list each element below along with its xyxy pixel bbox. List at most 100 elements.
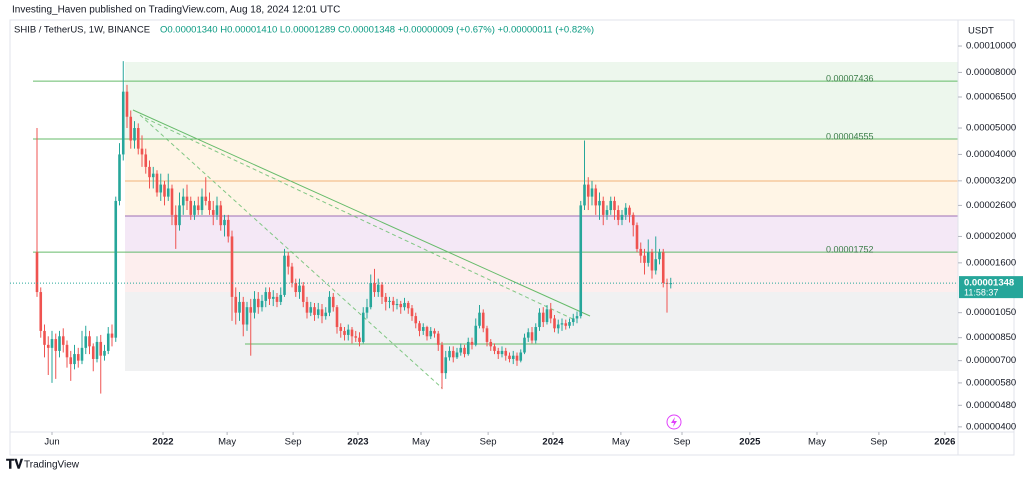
candle-body <box>305 301 309 313</box>
candle-body <box>425 327 429 337</box>
symbol: SHIB / TetherUS, 1W, BINANCE <box>14 25 150 36</box>
price-tag-countdown: 11:58:37 <box>964 287 998 297</box>
candle-body <box>99 341 103 356</box>
candle-body <box>43 330 46 345</box>
candle-body <box>106 333 110 351</box>
x-tick-label: Sep <box>480 437 497 448</box>
candle-body <box>211 210 215 215</box>
publisher: Investing_Haven published on TradingView… <box>12 5 340 16</box>
candle-body <box>215 205 219 215</box>
candle-body <box>185 196 189 201</box>
candle-body <box>46 344 50 348</box>
event-icon[interactable] <box>666 414 682 430</box>
candle-body <box>324 312 328 317</box>
candle-body <box>436 333 440 345</box>
candle-body <box>616 210 620 220</box>
fib-label: 0.00004555 <box>826 131 874 141</box>
x-tick-label: May <box>218 437 236 448</box>
candle-body <box>523 337 526 353</box>
candle-body <box>365 307 369 313</box>
candle-body <box>478 312 481 326</box>
candle-body <box>410 308 414 317</box>
candle-body <box>568 322 571 326</box>
x-tick-label: 2024 <box>542 437 564 448</box>
candle-body <box>496 350 500 355</box>
candle-body <box>433 330 436 334</box>
zone-green <box>125 62 958 139</box>
candle-body <box>493 346 496 351</box>
zone-pink <box>125 253 958 292</box>
y-tick-label: 0.00000700 <box>966 355 1016 366</box>
candle-body <box>245 307 249 325</box>
ohlc: O0.00001340 H0.00001410 L0.00001289 C0.0… <box>160 25 594 36</box>
candle-body <box>91 346 95 359</box>
candle-body <box>331 296 335 308</box>
candle-body <box>485 328 489 342</box>
candle-body <box>283 255 286 295</box>
candle-body <box>609 200 613 211</box>
candle-body <box>298 285 301 293</box>
candle-body <box>121 91 125 155</box>
candle-body <box>448 350 451 358</box>
zone-purple <box>125 216 958 253</box>
candle-body <box>275 296 279 302</box>
candle-body <box>260 300 264 308</box>
candle-body <box>320 309 324 317</box>
price-tag-value: 0.00001348 <box>964 278 1014 289</box>
candle-body <box>238 301 241 313</box>
candle-body <box>553 318 556 329</box>
plot: 0.00007436 0.00004555 0.00001752 <box>10 61 958 394</box>
x-tick-label: 2023 <box>347 437 368 448</box>
candle-body <box>395 303 399 306</box>
y-tick-label: 0.00002600 <box>966 200 1016 211</box>
candle-body <box>189 200 193 215</box>
y-tick-label: 0.00006500 <box>966 92 1016 103</box>
trend-line <box>139 114 443 389</box>
candle-body <box>159 184 163 193</box>
candle-body <box>166 188 170 197</box>
candle-body <box>631 214 635 226</box>
y-tick-label: 0.00003200 <box>966 175 1016 186</box>
candle-body <box>290 266 294 283</box>
candle-body <box>69 357 73 365</box>
x-tick-label: May <box>412 437 430 448</box>
candle-body <box>538 312 541 328</box>
candle-body <box>583 184 586 206</box>
candle-body <box>144 154 148 167</box>
y-tick-label: 0.00001600 <box>966 257 1016 268</box>
candle-body <box>328 296 331 313</box>
candle-body <box>369 282 373 308</box>
candle-body <box>380 284 384 297</box>
candle-body <box>316 309 320 315</box>
candle-body <box>358 337 361 342</box>
candle-body <box>661 252 665 283</box>
candle-body <box>256 298 260 308</box>
candle-body <box>170 188 174 215</box>
trend-line <box>144 117 576 321</box>
brand-logo: 𝐓𝐕 <box>6 456 23 471</box>
candle-body <box>515 355 519 361</box>
y-tick-label: 0.00000400 <box>966 421 1016 432</box>
candle-body <box>129 116 133 141</box>
candle-body <box>598 200 601 206</box>
x-tick-label: May <box>808 437 826 448</box>
candle-body <box>620 214 624 220</box>
candle-body <box>343 330 346 335</box>
candle-body <box>264 292 268 301</box>
candle-body <box>80 347 84 361</box>
candle-body <box>414 316 418 324</box>
candle-body <box>418 323 421 331</box>
candle-body <box>429 330 433 337</box>
y-tick-label: 0.00010000 <box>966 41 1016 52</box>
candle-body <box>125 91 129 117</box>
fib-label: 0.00007436 <box>826 73 874 83</box>
candle-body <box>459 347 463 353</box>
x-tick-label: 2022 <box>152 437 173 448</box>
candle-body <box>196 205 200 211</box>
candle-body <box>294 282 298 293</box>
candle-body <box>391 300 395 306</box>
candle-body <box>613 200 616 211</box>
currency: USDT <box>968 26 994 37</box>
candle-body <box>403 302 406 308</box>
candle-body <box>399 303 403 308</box>
